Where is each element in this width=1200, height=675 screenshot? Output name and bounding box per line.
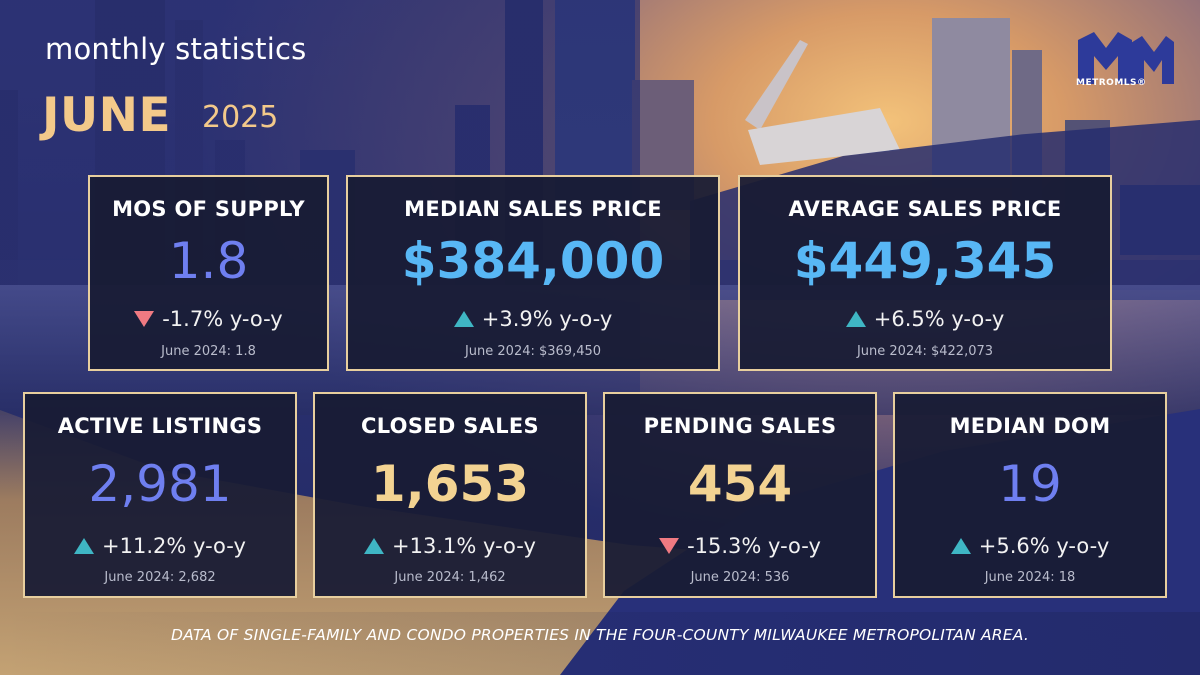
card-change: -1.7% y-o-y xyxy=(90,307,327,331)
change-text: -15.3% y-o-y xyxy=(687,534,821,558)
up-arrow-icon xyxy=(364,538,385,554)
change-text: +3.9% y-o-y xyxy=(481,307,613,331)
card-change: +13.1% y-o-y xyxy=(315,534,585,558)
bottom-band xyxy=(0,612,1200,675)
change-text: +13.1% y-o-y xyxy=(392,534,536,558)
card-label: AVERAGE SALES PRICE xyxy=(788,197,1062,221)
card-change: +11.2% y-o-y xyxy=(25,534,295,558)
card-change: +3.9% y-o-y xyxy=(348,307,718,331)
card-prior-year: June 2024: 536 xyxy=(690,570,790,585)
card-prior-year: June 2024: $422,073 xyxy=(856,344,994,359)
card-value: $449,345 xyxy=(793,232,1057,290)
card-label: MEDIAN SALES PRICE xyxy=(404,197,662,221)
metromls-logo-icon xyxy=(1078,32,1174,84)
card-average-sales-price: AVERAGE SALES PRICE $449,345 +6.5% y-o-y… xyxy=(738,175,1112,371)
card-value: 2,981 xyxy=(88,455,232,513)
card-prior-year: June 2024: 2,682 xyxy=(104,570,216,585)
month-title: JUNE xyxy=(42,88,172,143)
card-value: 1,653 xyxy=(370,455,530,513)
card-value: 19 xyxy=(998,455,1062,513)
card-value: $384,000 xyxy=(401,232,665,290)
footer-note: DATA OF SINGLE-FAMILY AND CONDO PROPERTI… xyxy=(171,626,1029,644)
card-change: +5.6% y-o-y xyxy=(895,534,1165,558)
card-pending-sales: PENDING SALES 454 -15.3% y-o-y June 2024… xyxy=(603,392,877,598)
card-median-sales-price: MEDIAN SALES PRICE $384,000 +3.9% y-o-y … xyxy=(346,175,720,371)
card-label: MEDIAN DOM xyxy=(949,414,1111,438)
up-arrow-icon xyxy=(74,538,95,554)
card-value: 454 xyxy=(687,455,793,513)
down-arrow-icon xyxy=(134,311,155,327)
down-arrow-icon xyxy=(659,538,680,554)
card-value: 1.8 xyxy=(168,232,249,290)
change-text: +11.2% y-o-y xyxy=(102,534,246,558)
change-text: +5.6% y-o-y xyxy=(978,534,1110,558)
up-arrow-icon xyxy=(453,311,474,327)
card-label: MOS OF SUPPLY xyxy=(112,197,305,221)
card-change: +6.5% y-o-y xyxy=(740,307,1110,331)
card-change: -15.3% y-o-y xyxy=(605,534,875,558)
card-prior-year: June 2024: 1,462 xyxy=(394,570,506,585)
card-mos-of-supply: MOS OF SUPPLY 1.8 -1.7% y-o-y June 2024:… xyxy=(88,175,329,371)
up-arrow-icon xyxy=(845,311,866,327)
change-text: +6.5% y-o-y xyxy=(873,307,1005,331)
card-active-listings: ACTIVE LISTINGS 2,981 +11.2% y-o-y June … xyxy=(23,392,297,598)
heading: monthly statistics xyxy=(45,32,307,66)
card-label: ACTIVE LISTINGS xyxy=(57,414,263,438)
card-prior-year: June 2024: 18 xyxy=(984,570,1076,585)
card-prior-year: June 2024: $369,450 xyxy=(464,344,602,359)
card-median-dom: MEDIAN DOM 19 +5.6% y-o-y June 2024: 18 xyxy=(893,392,1167,598)
change-text: -1.7% y-o-y xyxy=(162,307,283,331)
card-closed-sales: CLOSED SALES 1,653 +13.1% y-o-y June 202… xyxy=(313,392,587,598)
up-arrow-icon xyxy=(950,538,971,554)
year-title: 2025 xyxy=(202,100,279,135)
card-label: CLOSED SALES xyxy=(361,414,539,438)
card-prior-year: June 2024: 1.8 xyxy=(161,344,256,359)
card-label: PENDING SALES xyxy=(643,414,837,438)
logo-text: METROMLS® xyxy=(1076,78,1147,88)
